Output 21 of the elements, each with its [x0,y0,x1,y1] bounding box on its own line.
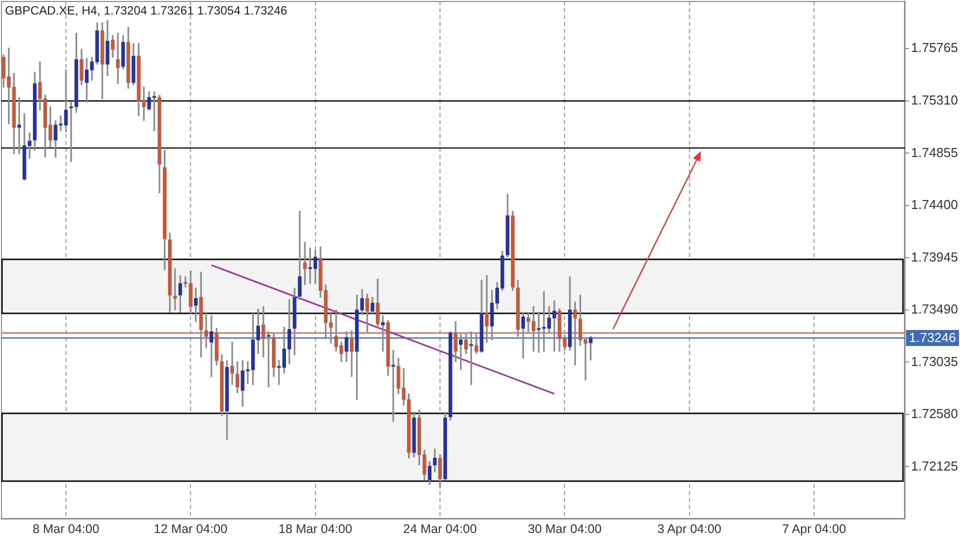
chart-title: GBPCAD.XE, H4, 1.73204 1.73261 1.73054 1.73246 [5,3,288,18]
x-tick-label: 24 Mar 04:00 [403,522,477,536]
y-tick-label: 1.75310 [911,92,958,108]
y-tick-label: 1.72125 [911,458,958,474]
x-tick-label: 12 Mar 04:00 [154,522,228,536]
candlestick [173,268,177,310]
y-tick-label: 1.74855 [911,144,958,160]
x-tick-label: 7 Apr 04:00 [782,522,846,536]
x-tick-label: 30 Mar 04:00 [528,522,602,536]
y-tick-label: 1.73490 [911,302,958,317]
x-tick-label: 18 Mar 04:00 [278,522,352,536]
y-tick-label: 1.75765 [911,40,958,56]
candlestick [266,331,270,388]
candlestick [303,242,307,286]
x-tick-label: 3 Apr 04:00 [657,522,722,536]
y-tick-label: 1.73945 [911,249,958,264]
y-tick-label: 1.72580 [911,406,958,422]
y-tick-label: 1.73035 [911,354,958,369]
x-tick-label: 8 Mar 04:00 [32,522,100,536]
ref-line-label: 1.73246 [909,330,956,346]
y-tick-label: 1.74400 [911,197,958,212]
